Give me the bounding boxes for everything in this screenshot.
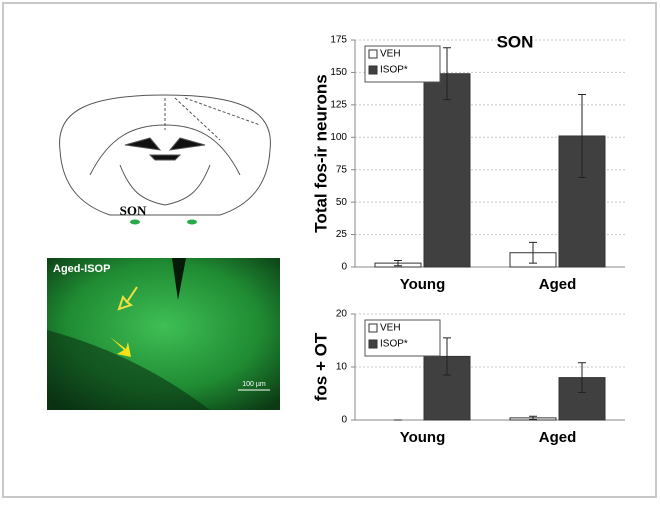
y-tick-label: 50 (336, 197, 348, 208)
x-tick-label: Aged (539, 429, 577, 446)
error-bar (529, 415, 537, 420)
y-tick-label: 0 (341, 415, 347, 426)
y-tick-label: 100 (330, 132, 347, 143)
legend-label: VEH (380, 323, 401, 334)
micrograph-shadow (172, 258, 186, 300)
x-tick-label: Young (400, 429, 446, 446)
brain-label: SON (120, 203, 147, 218)
legend-swatch (368, 323, 378, 333)
error-bar (578, 362, 586, 393)
scale-label: 100 µm (242, 381, 266, 388)
y-tick-label: 20 (336, 309, 348, 320)
micrograph-shadow (47, 330, 210, 410)
y-tick-label: 10 (336, 362, 348, 373)
open-arrow (117, 286, 138, 311)
legend-label: ISOP* (380, 65, 408, 76)
chart-title: SON (497, 32, 534, 51)
y-tick-label: 75 (336, 164, 348, 175)
legend-label: ISOP* (380, 339, 408, 350)
legend-swatch (368, 65, 378, 75)
brain-diagram (59, 94, 271, 225)
frame (2, 2, 657, 498)
x-tick-label: Young (400, 276, 446, 293)
legend-label: VEH (380, 49, 401, 60)
error-bar (578, 93, 586, 178)
x-tick-label: Aged (539, 276, 577, 293)
error-bar (443, 47, 451, 101)
error-bar (443, 337, 451, 376)
y-tick-label: 0 (341, 262, 347, 273)
y-tick-label: 150 (330, 67, 347, 78)
bar (423, 73, 471, 268)
y-tick-label: 175 (330, 35, 347, 46)
filled-arrow (110, 337, 131, 357)
y-axis-label: fos + OT (311, 332, 330, 401)
error-bar (529, 241, 537, 264)
image-label: Aged-ISOP (53, 263, 110, 275)
legend-swatch (368, 49, 378, 59)
legend-swatch (368, 339, 378, 349)
y-tick-label: 125 (330, 99, 347, 110)
error-bar (394, 260, 402, 267)
y-tick-label: 25 (336, 229, 348, 240)
y-axis-label: Total fos-ir neurons (311, 74, 330, 232)
